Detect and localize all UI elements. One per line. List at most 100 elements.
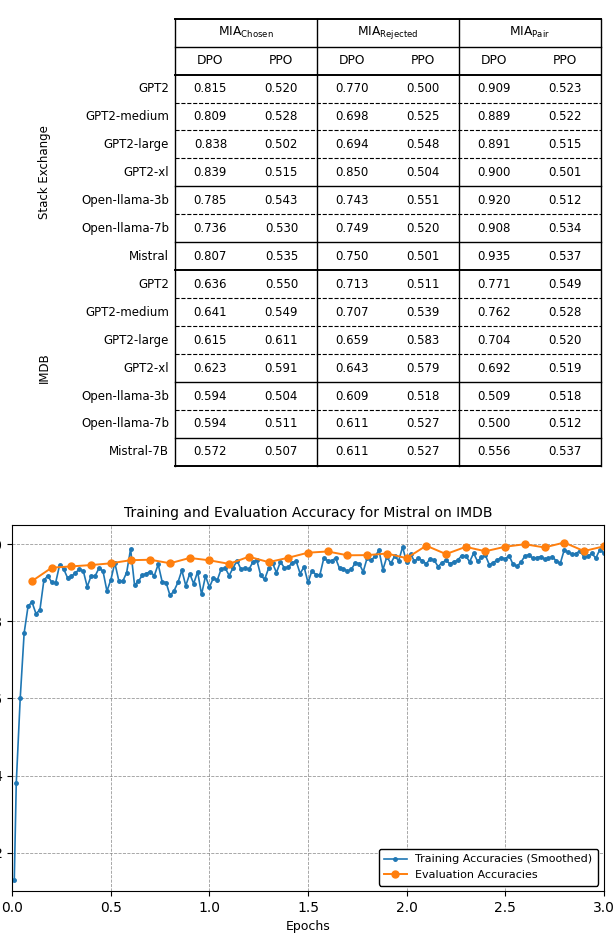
Evaluation Accuracies [580,546,588,557]
Text: 0.838: 0.838 [194,138,227,151]
Text: 0.500: 0.500 [407,82,440,95]
Text: 0.636: 0.636 [193,278,227,291]
Text: 0.850: 0.850 [336,166,369,179]
Training Accuracies (Smoothed) [399,541,407,552]
Text: 0.520: 0.520 [265,82,298,95]
Text: 0.537: 0.537 [549,446,582,459]
Evaluation Accuracies [225,558,233,569]
Evaluation Accuracies [127,554,134,566]
Text: 0.762: 0.762 [477,306,511,319]
Text: PPO: PPO [553,54,577,68]
Text: 0.900: 0.900 [477,166,511,179]
Text: 0.518: 0.518 [549,389,582,402]
Training Accuracies (Smoothed) [10,874,18,885]
Text: 0.623: 0.623 [193,361,227,374]
Training Accuracies (Smoothed) [367,554,375,566]
Text: GPT2-large: GPT2-large [103,138,169,151]
Title: Training and Evaluation Accuracy for Mistral on IMDB: Training and Evaluation Accuracy for Mis… [124,506,492,520]
Text: 0.530: 0.530 [265,221,298,234]
Text: 0.543: 0.543 [265,194,298,207]
Text: 0.889: 0.889 [477,110,511,123]
X-axis label: Epochs: Epochs [286,920,330,933]
Evaluation Accuracies [166,557,174,568]
Evaluation Accuracies [383,548,391,559]
Text: 0.611: 0.611 [336,417,369,431]
Evaluation Accuracies [403,552,410,564]
Text: 0.534: 0.534 [549,221,582,234]
Text: 0.698: 0.698 [336,110,369,123]
Text: DPO: DPO [481,54,508,68]
Text: 0.511: 0.511 [265,417,298,431]
Text: 0.551: 0.551 [407,194,440,207]
Evaluation Accuracies [186,552,193,564]
Text: 0.609: 0.609 [336,389,369,402]
Training Accuracies (Smoothed) [296,567,304,579]
Training Accuracies (Smoothed) [217,563,225,574]
Text: 0.611: 0.611 [336,446,369,459]
Text: 0.504: 0.504 [265,389,298,402]
Text: Open-llama-3b: Open-llama-3b [81,194,169,207]
Text: 0.707: 0.707 [336,306,369,319]
Text: 0.909: 0.909 [477,82,511,95]
Evaluation Accuracies [324,546,331,557]
Text: GPT2: GPT2 [138,278,169,291]
Evaluation Accuracies [107,558,115,569]
Text: PPO: PPO [411,54,436,68]
Text: 0.750: 0.750 [336,250,369,263]
Text: 0.525: 0.525 [407,110,440,123]
Text: 0.785: 0.785 [194,194,227,207]
Text: 0.519: 0.519 [548,361,582,374]
Text: 0.515: 0.515 [265,166,298,179]
Text: 0.523: 0.523 [549,82,582,95]
Text: 0.527: 0.527 [407,417,440,431]
Text: 0.920: 0.920 [477,194,511,207]
Text: 0.501: 0.501 [549,166,582,179]
Text: PPO: PPO [269,54,294,68]
Evaluation Accuracies [265,556,272,567]
Text: 0.594: 0.594 [193,389,227,402]
Text: 0.692: 0.692 [477,361,511,374]
Text: 0.507: 0.507 [265,446,298,459]
Text: 0.815: 0.815 [194,82,227,95]
Evaluation Accuracies [28,575,36,586]
Text: 0.771: 0.771 [477,278,511,291]
Evaluation Accuracies [344,550,351,561]
Evaluation Accuracies [423,540,430,552]
Text: 0.891: 0.891 [477,138,511,151]
Text: GPT2: GPT2 [138,82,169,95]
Text: 0.539: 0.539 [407,306,440,319]
Text: 0.615: 0.615 [193,334,227,347]
Evaluation Accuracies [521,538,529,550]
Text: 0.549: 0.549 [265,306,298,319]
Text: Mistral-7B: Mistral-7B [109,446,169,459]
Text: 0.515: 0.515 [549,138,582,151]
Text: 0.659: 0.659 [336,334,369,347]
Text: 0.502: 0.502 [265,138,298,151]
Text: 0.520: 0.520 [407,221,440,234]
Evaluation Accuracies [206,554,213,566]
Line: Training Accuracies (Smoothed): Training Accuracies (Smoothed) [12,545,606,882]
Text: 0.641: 0.641 [193,306,227,319]
Text: DPO: DPO [197,54,224,68]
Text: 0.704: 0.704 [477,334,511,347]
Text: 0.807: 0.807 [194,250,227,263]
Text: 0.512: 0.512 [548,417,582,431]
Text: 0.839: 0.839 [194,166,227,179]
Text: 0.512: 0.512 [548,194,582,207]
Text: 0.528: 0.528 [549,306,582,319]
Text: Mistral: Mistral [129,250,169,263]
Text: 0.713: 0.713 [336,278,369,291]
Text: 0.549: 0.549 [548,278,582,291]
Text: 0.511: 0.511 [407,278,440,291]
Text: Open-llama-7b: Open-llama-7b [81,221,169,234]
Text: Open-llama-3b: Open-llama-3b [81,389,169,402]
Text: 0.518: 0.518 [407,389,440,402]
Text: Open-llama-7b: Open-llama-7b [81,417,169,431]
Text: 0.520: 0.520 [549,334,582,347]
Text: Stack Exchange: Stack Exchange [38,126,51,219]
Text: 0.548: 0.548 [407,138,440,151]
Evaluation Accuracies [561,537,568,548]
Evaluation Accuracies [442,549,450,560]
Evaluation Accuracies [501,541,509,552]
Text: GPT2-medium: GPT2-medium [85,110,169,123]
